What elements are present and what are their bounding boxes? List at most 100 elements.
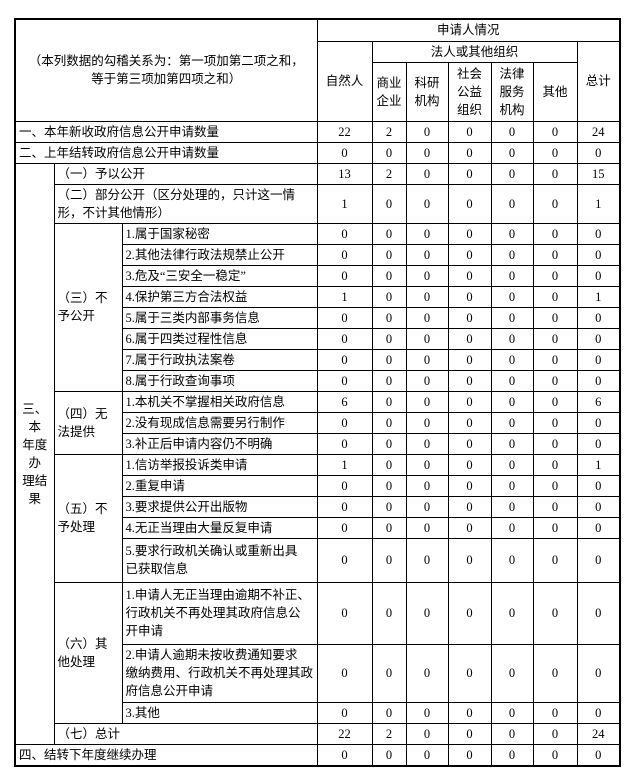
value-cell: 0 — [447, 581, 492, 645]
value-cell: 0 — [447, 537, 492, 583]
item-label: 1.信访举报投诉类申请 — [121, 453, 318, 476]
value-cell: 0 — [447, 432, 492, 455]
value-cell: 0 — [576, 537, 621, 583]
value-cell: 24 — [576, 120, 621, 143]
value-cell: 0 — [447, 516, 492, 539]
value-cell: 0 — [532, 743, 578, 766]
value-cell: 1 — [316, 183, 373, 224]
item-label: 4.保护第三方合法权益 — [121, 285, 318, 308]
value-cell: 0 — [405, 327, 449, 350]
value-cell: 0 — [405, 537, 449, 583]
value-cell: 0 — [405, 348, 449, 371]
value-cell: 0 — [371, 432, 407, 455]
value-cell: 0 — [405, 222, 449, 245]
value-cell: 0 — [405, 369, 449, 392]
value-cell: 0 — [447, 141, 492, 164]
value-cell: 0 — [490, 369, 534, 392]
value-cell: 6 — [576, 390, 621, 413]
value-cell: 0 — [447, 285, 492, 308]
row-label-partially-granted: （二）部分公开（区分处理的，只计这一情 形，不计其他情形） — [53, 183, 318, 224]
value-cell: 0 — [405, 243, 449, 266]
header-natural-person: 自然人 — [316, 40, 373, 122]
value-cell: 0 — [405, 581, 449, 645]
value-cell: 0 — [316, 369, 373, 392]
item-label: 3.危及“三安全一稳定” — [121, 264, 318, 287]
value-cell: 6 — [316, 390, 373, 413]
value-cell: 0 — [532, 141, 578, 164]
item-label: 5.要求行政机关确认或重新出具 已获取信息 — [121, 537, 318, 583]
value-cell: 0 — [447, 264, 492, 287]
value-cell: 0 — [405, 390, 449, 413]
value-cell: 0 — [447, 120, 492, 143]
value-cell: 2 — [371, 162, 407, 185]
value-cell: 13 — [316, 162, 373, 185]
value-cell: 0 — [490, 516, 534, 539]
value-cell: 0 — [532, 285, 578, 308]
value-cell: 0 — [371, 348, 407, 371]
value-cell: 2 — [371, 722, 407, 745]
header-org-type-legal-service: 法律 服务 机构 — [490, 61, 534, 122]
value-cell: 0 — [576, 411, 621, 434]
value-cell: 0 — [532, 222, 578, 245]
group-label-other-handling: （六）其 他处理 — [53, 581, 123, 724]
value-cell: 0 — [371, 537, 407, 583]
value-cell: 15 — [576, 162, 621, 185]
value-cell: 0 — [316, 264, 373, 287]
value-cell: 0 — [371, 306, 407, 329]
value-cell: 0 — [316, 411, 373, 434]
value-cell: 0 — [371, 183, 407, 224]
row-label-granted: （一）予以公开 — [53, 162, 318, 185]
value-cell: 0 — [371, 411, 407, 434]
item-label: 3.要求提供公开出版物 — [121, 495, 318, 518]
group-label-unable-to-provide: （四）无 法提供 — [53, 390, 123, 455]
header-org-type-research: 科研 机构 — [405, 61, 449, 122]
value-cell: 0 — [405, 453, 449, 476]
value-cell: 0 — [405, 306, 449, 329]
value-cell: 0 — [371, 369, 407, 392]
value-cell: 0 — [490, 581, 534, 645]
value-cell: 0 — [490, 120, 534, 143]
value-cell: 0 — [576, 643, 621, 703]
value-cell: 0 — [532, 348, 578, 371]
value-cell: 0 — [490, 701, 534, 724]
value-cell: 0 — [532, 120, 578, 143]
row-label-new-applications: 一、本年新收政府信息公开申请数量 — [14, 120, 318, 143]
value-cell: 0 — [405, 264, 449, 287]
value-cell: 0 — [490, 537, 534, 583]
value-cell: 0 — [532, 162, 578, 185]
value-cell: 0 — [490, 390, 534, 413]
value-cell: 0 — [371, 141, 407, 164]
section-label-processing-results: 三、本 年度办 理结果 — [14, 162, 55, 745]
value-cell: 0 — [576, 743, 621, 766]
value-cell: 0 — [576, 495, 621, 518]
value-cell: 0 — [576, 306, 621, 329]
value-cell: 0 — [532, 369, 578, 392]
item-label: 1.属于国家秘密 — [121, 222, 318, 245]
item-label: 2.申请人逾期未按收费通知要求 缴纳费用、行政机关不再处理其政 府信息公开申请 — [121, 643, 318, 703]
value-cell: 0 — [405, 495, 449, 518]
value-cell: 0 — [371, 643, 407, 703]
item-label: 3.其他 — [121, 701, 318, 724]
value-cell: 0 — [371, 743, 407, 766]
value-cell: 0 — [371, 453, 407, 476]
value-cell: 0 — [447, 162, 492, 185]
table-note: （本列数据的勾稽关系为：第一项加第二项之和， 等于第三项加第四项之和） — [14, 18, 318, 122]
value-cell: 0 — [371, 264, 407, 287]
item-label: 2.没有现成信息需要另行制作 — [121, 411, 318, 434]
row-label-subtotal: （七）总计 — [53, 722, 318, 745]
value-cell: 0 — [371, 327, 407, 350]
value-cell: 0 — [490, 141, 534, 164]
item-label: 3.补正后申请内容仍不明确 — [121, 432, 318, 455]
header-org-type-business: 商业 企业 — [371, 61, 407, 122]
value-cell: 0 — [490, 285, 534, 308]
value-cell: 0 — [532, 537, 578, 583]
value-cell: 0 — [447, 701, 492, 724]
value-cell: 0 — [532, 327, 578, 350]
group-label-not-processed: （五）不 予处理 — [53, 453, 123, 583]
item-label: 1.申请人无正当理由逾期不补正、 行政机关不再处理其政府信息公 开申请 — [121, 581, 318, 645]
item-label: 8.属于行政查询事项 — [121, 369, 318, 392]
value-cell: 0 — [447, 243, 492, 266]
item-label: 2.重复申请 — [121, 474, 318, 497]
value-cell: 0 — [447, 411, 492, 434]
header-org-type-public-welfare: 社会 公益 组织 — [447, 61, 492, 122]
